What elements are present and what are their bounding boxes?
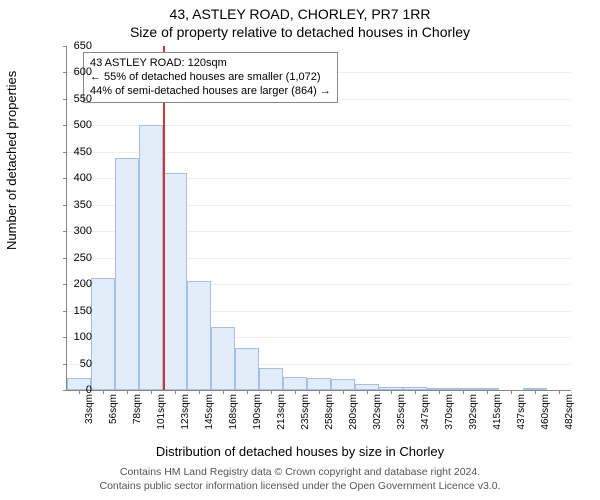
y-tick-label: 550	[52, 93, 92, 105]
x-axis-label: Distribution of detached houses by size …	[0, 444, 600, 459]
histogram-bar	[91, 278, 115, 390]
x-tick-mark	[295, 390, 296, 394]
y-tick-label: 250	[52, 252, 92, 264]
y-tick-label: 350	[52, 199, 92, 211]
histogram-bar	[139, 125, 163, 390]
histogram-plot: 33sqm56sqm78sqm101sqm123sqm145sqm168sqm1…	[66, 46, 571, 391]
x-tick-label: 235sqm	[300, 394, 311, 444]
y-tick-label: 500	[52, 119, 92, 131]
x-tick-mark	[151, 390, 152, 394]
y-tick-label: 600	[52, 66, 92, 78]
x-tick-mark	[127, 390, 128, 394]
x-tick-mark	[439, 390, 440, 394]
callout-box: 43 ASTLEY ROAD: 120sqm← 55% of detached …	[83, 52, 338, 103]
x-tick-label: 101sqm	[156, 394, 167, 444]
x-tick-mark	[223, 390, 224, 394]
histogram-bar	[187, 281, 211, 390]
x-tick-label: 33sqm	[84, 394, 95, 444]
callout-line: ← 55% of detached houses are smaller (1,…	[90, 71, 331, 85]
y-tick-label: 300	[52, 225, 92, 237]
x-tick-mark	[199, 390, 200, 394]
x-tick-mark	[415, 390, 416, 394]
x-tick-mark	[487, 390, 488, 394]
x-tick-mark	[559, 390, 560, 394]
x-tick-label: 302sqm	[372, 394, 383, 444]
x-tick-mark	[271, 390, 272, 394]
x-tick-mark	[247, 390, 248, 394]
histogram-bar	[283, 377, 307, 390]
x-tick-label: 347sqm	[420, 394, 431, 444]
x-tick-label: 460sqm	[540, 394, 551, 444]
x-tick-label: 482sqm	[564, 394, 575, 444]
page-subtitle: Size of property relative to detached ho…	[0, 24, 600, 40]
histogram-bar	[307, 378, 331, 390]
x-tick-label: 280sqm	[348, 394, 359, 444]
y-tick-label: 50	[52, 358, 92, 370]
x-tick-label: 370sqm	[444, 394, 455, 444]
page-title: 43, ASTLEY ROAD, CHORLEY, PR7 1RR	[0, 6, 600, 22]
y-tick-label: 400	[52, 172, 92, 184]
y-tick-label: 100	[52, 331, 92, 343]
x-tick-label: 123sqm	[180, 394, 191, 444]
x-tick-label: 78sqm	[132, 394, 143, 444]
callout-line: 43 ASTLEY ROAD: 120sqm	[90, 57, 331, 71]
x-tick-label: 168sqm	[228, 394, 239, 444]
y-tick-label: 150	[52, 305, 92, 317]
x-tick-label: 145sqm	[204, 394, 215, 444]
histogram-bar	[115, 158, 139, 390]
x-tick-mark	[367, 390, 368, 394]
histogram-bar	[163, 173, 187, 390]
histogram-bar	[331, 379, 355, 390]
attribution-line-2: Contains public sector information licen…	[0, 480, 600, 492]
x-tick-label: 415sqm	[492, 394, 503, 444]
x-tick-label: 392sqm	[468, 394, 479, 444]
y-tick-label: 200	[52, 278, 92, 290]
y-tick-label: 0	[52, 384, 92, 396]
x-tick-mark	[463, 390, 464, 394]
x-tick-mark	[511, 390, 512, 394]
callout-line: 44% of semi-detached houses are larger (…	[90, 85, 331, 99]
x-tick-mark	[391, 390, 392, 394]
x-tick-mark	[535, 390, 536, 394]
x-tick-label: 325sqm	[396, 394, 407, 444]
histogram-bar	[259, 368, 283, 390]
attribution-line-1: Contains HM Land Registry data © Crown c…	[0, 466, 600, 478]
x-tick-label: 437sqm	[516, 394, 527, 444]
x-tick-mark	[319, 390, 320, 394]
x-tick-label: 190sqm	[252, 394, 263, 444]
x-tick-label: 56sqm	[108, 394, 119, 444]
x-tick-mark	[343, 390, 344, 394]
x-tick-mark	[175, 390, 176, 394]
x-tick-label: 258sqm	[324, 394, 335, 444]
histogram-bar	[235, 348, 259, 390]
y-axis-label: Number of detached properties	[4, 71, 19, 250]
y-tick-label: 450	[52, 146, 92, 158]
x-tick-label: 213sqm	[276, 394, 287, 444]
histogram-bar	[211, 327, 235, 391]
x-tick-mark	[103, 390, 104, 394]
y-tick-label: 650	[52, 40, 92, 52]
